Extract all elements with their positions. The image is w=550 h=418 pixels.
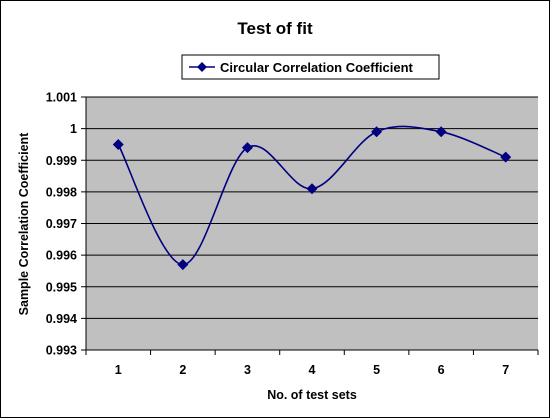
gridlines: [86, 96, 538, 319]
data-point-marker-7: [500, 151, 512, 163]
series-markers: [112, 126, 512, 271]
x-tick-label: 6: [438, 363, 445, 377]
legend-box: [181, 54, 440, 80]
series-line-circular-correlation-coefficient: [117, 125, 507, 266]
y-tick-label: 0.995: [46, 280, 77, 294]
x-tick-label: 4: [309, 363, 316, 377]
data-point-marker-2: [177, 259, 189, 271]
y-tick-label: 0.993: [46, 344, 77, 358]
x-tick-label: 2: [179, 363, 186, 377]
y-tick-label: 1.001: [46, 91, 77, 105]
data-point-marker-6: [435, 126, 447, 138]
y-tick-label: 0.994: [46, 312, 77, 326]
chart-title: Test of fit: [237, 19, 313, 38]
data-point-marker-3: [241, 142, 253, 154]
y-tick-label: 0.997: [46, 217, 77, 231]
y-tick-label: 0.996: [46, 249, 77, 263]
x-tick-label: 5: [373, 363, 380, 377]
y-tick-label: 0.998: [46, 185, 77, 199]
x-tick-label: 3: [244, 363, 251, 377]
y-tick-label: 1: [70, 122, 77, 136]
legend: Circular Correlation Coefficient: [181, 54, 440, 80]
y-tick-label: 0.999: [46, 154, 77, 168]
x-axis-title: No. of test sets: [267, 388, 357, 402]
data-point-marker-1: [112, 138, 124, 150]
y-axis-ticks: 0.993 0.994 0.995 0.996 0.997 0.998 0.999 1 1.00…: [46, 91, 86, 358]
x-axis-ticks: 1 2 3 4 5 6 7: [85, 350, 539, 377]
legend-label: Circular Correlation Coefficient: [220, 60, 414, 75]
legend-diamond-marker: [197, 62, 207, 72]
data-point-marker-5: [371, 126, 383, 138]
x-tick-label: 1: [115, 363, 122, 377]
x-tick-label: 7: [502, 363, 509, 377]
data-point-marker-4: [306, 183, 318, 195]
y-axis-title: Sample Correlation Coefficient: [17, 132, 31, 316]
